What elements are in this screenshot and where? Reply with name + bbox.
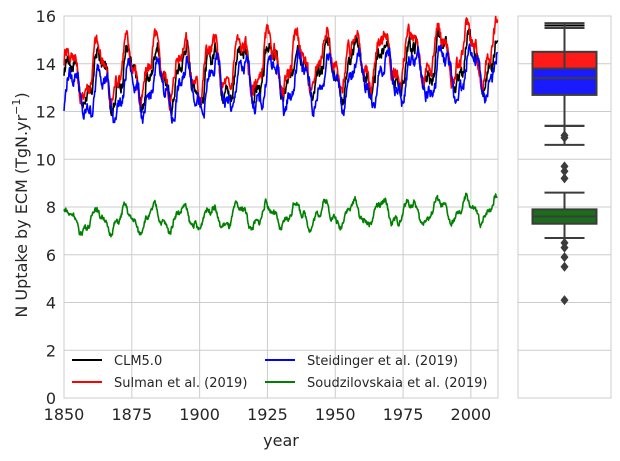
y-tick-labels: 0 2 4 6 8 10 12 14 16 <box>36 7 56 408</box>
outlier-marker <box>560 242 569 253</box>
y-tick-label: 10 <box>36 150 56 169</box>
x-tick-label: 1875 <box>111 405 152 424</box>
iqr-box <box>531 67 598 96</box>
outlier-marker <box>560 130 569 141</box>
x-tick-label: 1900 <box>179 405 220 424</box>
outlier-marker <box>560 252 569 263</box>
y-axis-label-close: ) <box>12 92 31 98</box>
outlier-marker <box>560 173 569 184</box>
legend-entry-label: CLM5.0 <box>114 354 162 369</box>
y-tick-label: 0 <box>46 389 56 408</box>
series-lines <box>63 15 499 238</box>
x-tick-label: 1950 <box>315 405 356 424</box>
x-tick-label: 1975 <box>383 405 424 424</box>
x-tick-label: 1850 <box>44 405 85 424</box>
boxes <box>531 22 598 306</box>
y-axis-label-main: N Uptake by ECM (TgN.yr <box>12 114 31 317</box>
y-tick-label: 2 <box>46 341 56 360</box>
legend-entry-label: Steidinger et al. (2019) <box>307 354 458 369</box>
x-tick-label: 1925 <box>247 405 288 424</box>
outlier-marker <box>560 166 569 177</box>
x-axis-label: year <box>263 431 299 450</box>
y-tick-label: 4 <box>46 294 56 313</box>
series-line-soudzilovskaia-et-al-2019 <box>63 192 498 238</box>
y-tick-label: 14 <box>36 55 56 74</box>
box-plot <box>517 15 612 399</box>
main-plot: 0 2 4 6 8 10 12 14 16 1850 1875 1900 1925 1950 1975 20… <box>10 7 499 450</box>
legend-entry-label: Soudzilovskaia et al. (2019) <box>307 376 487 391</box>
y-axis-label-superscript: −1 <box>10 99 23 115</box>
legend-entry-label: Sulman et al. (2019) <box>114 376 247 391</box>
y-tick-label: 8 <box>46 198 56 217</box>
series-line-steidinger-et-al-2019 <box>63 43 499 124</box>
x-tick-labels: 1850 1875 1900 1925 1950 1975 2000 <box>44 405 492 424</box>
outlier-marker <box>560 295 569 306</box>
y-axis-label: N Uptake by ECM (TgN.yr−1) <box>10 92 31 317</box>
y-tick-label: 12 <box>36 103 56 122</box>
box-steidinger-et-al-2019 <box>531 26 598 146</box>
box-soudzilovskaia-et-al-2019 <box>531 161 598 306</box>
y-tick-label: 16 <box>36 7 56 26</box>
y-tick-label: 6 <box>46 246 56 265</box>
legend: CLM5.0 Sulman et al. (2019) Steidinger et … <box>72 354 487 391</box>
outlier-marker <box>560 261 569 272</box>
x-tick-label: 2000 <box>451 405 492 424</box>
